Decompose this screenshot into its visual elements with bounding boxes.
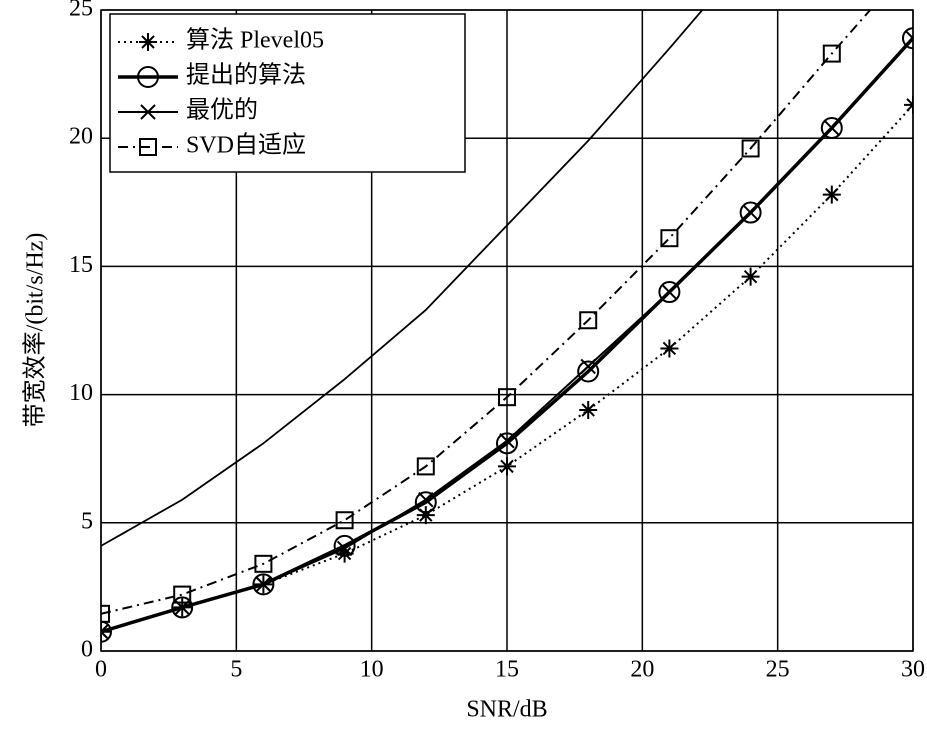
marker [499, 433, 515, 449]
legend-label: 最优的 [186, 97, 258, 124]
legend-label: 算法 Plevel05 [186, 27, 324, 54]
marker [660, 339, 679, 358]
marker [171, 596, 194, 619]
marker [579, 400, 598, 419]
marker [498, 457, 516, 476]
marker [742, 204, 759, 221]
marker [902, 27, 913, 50]
legend-marker [139, 33, 157, 51]
x-tick-label: 25 [766, 657, 790, 683]
marker [824, 120, 840, 136]
marker [658, 281, 681, 304]
legend-box [109, 13, 466, 173]
marker [661, 284, 678, 300]
plot-area [101, 10, 913, 643]
legend-label: SVD自适应 [186, 132, 306, 159]
marker [254, 554, 273, 573]
marker [496, 432, 518, 455]
y-tick-label: 0 [81, 637, 93, 663]
series-line [101, 10, 872, 615]
y-tick-label: 15 [69, 252, 93, 278]
marker [173, 585, 192, 604]
y-tick-label: 20 [69, 124, 93, 150]
marker [820, 116, 843, 139]
x-tick-label: 15 [495, 657, 519, 683]
marker [741, 267, 760, 286]
marker [335, 544, 354, 563]
x-axis-label: SNR/dB [466, 697, 547, 723]
legend-label: 提出的算法 [186, 62, 306, 89]
marker [418, 492, 434, 508]
marker [577, 360, 600, 383]
x-tick-label: 5 [230, 657, 242, 683]
x-tick-label: 20 [630, 657, 654, 683]
marker [101, 604, 110, 623]
marker [255, 576, 272, 593]
x-tick-label: 0 [95, 657, 107, 683]
y-tick-label: 5 [81, 508, 93, 534]
marker [252, 573, 275, 596]
y-axis-label: 带宽效率/(bit/s/Hz) [22, 233, 49, 428]
marker [498, 388, 516, 407]
marker [101, 624, 109, 640]
marker [101, 620, 112, 643]
marker [822, 185, 841, 204]
legend-marker [137, 66, 159, 88]
marker [822, 44, 841, 63]
marker [580, 358, 596, 375]
marker [416, 506, 435, 525]
series-line [101, 10, 704, 547]
marker [741, 139, 760, 158]
marker [660, 229, 679, 248]
marker [414, 491, 437, 514]
marker [579, 311, 598, 330]
y-tick-label: 25 [69, 0, 93, 22]
x-tick-label: 10 [360, 657, 384, 683]
x-tick-label: 30 [901, 657, 925, 683]
marker [333, 534, 356, 557]
legend-marker [139, 138, 157, 156]
marker [739, 201, 762, 224]
marker [904, 95, 913, 114]
plot-frame [100, 9, 914, 652]
marker [336, 540, 353, 557]
legend-marker [140, 104, 156, 120]
y-tick-label: 10 [69, 380, 93, 406]
marker [416, 457, 435, 476]
marker [335, 511, 354, 530]
marker [905, 30, 913, 46]
